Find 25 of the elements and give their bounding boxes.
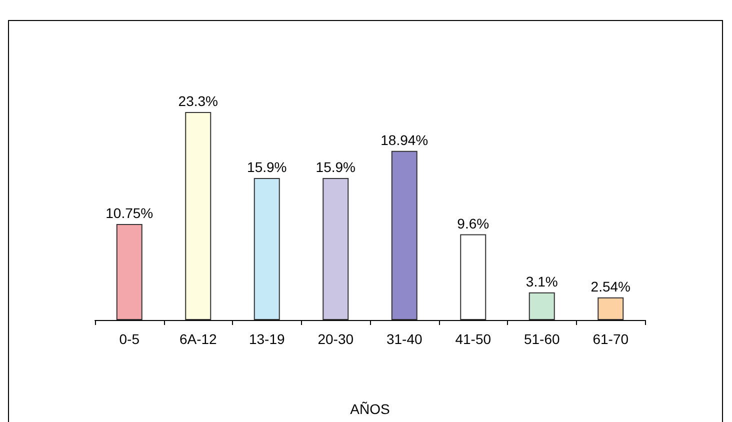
x-tick-label: 41-50	[455, 331, 492, 347]
bar	[460, 234, 486, 320]
bar	[391, 150, 418, 320]
bar	[528, 292, 555, 320]
x-tick-label: 20-30	[318, 331, 354, 347]
x-axis-title: AÑOS	[350, 401, 390, 417]
data-label: 15.9%	[316, 159, 356, 176]
bar	[254, 178, 280, 320]
data-label: 3.1%	[526, 273, 558, 290]
x-tick-label: 0-5	[119, 331, 140, 347]
data-label: 10.75%	[106, 205, 154, 222]
data-label: 9.6%	[457, 215, 490, 232]
bar	[598, 297, 624, 320]
bar	[116, 224, 142, 320]
x-tick-label: 61-70	[592, 331, 629, 347]
bar	[322, 178, 349, 320]
data-label: 18.94%	[380, 132, 428, 148]
data-label: 23.3%	[178, 93, 218, 109]
x-tick-label: 51-60	[524, 331, 560, 347]
x-tick-label: 13-19	[248, 331, 285, 347]
x-tick-label: 31-40	[386, 331, 422, 347]
data-label: 2.54%	[590, 278, 630, 294]
data-label: 15.9%	[247, 159, 287, 176]
bar	[185, 112, 212, 320]
x-tick-label: 6A-12	[179, 331, 218, 347]
